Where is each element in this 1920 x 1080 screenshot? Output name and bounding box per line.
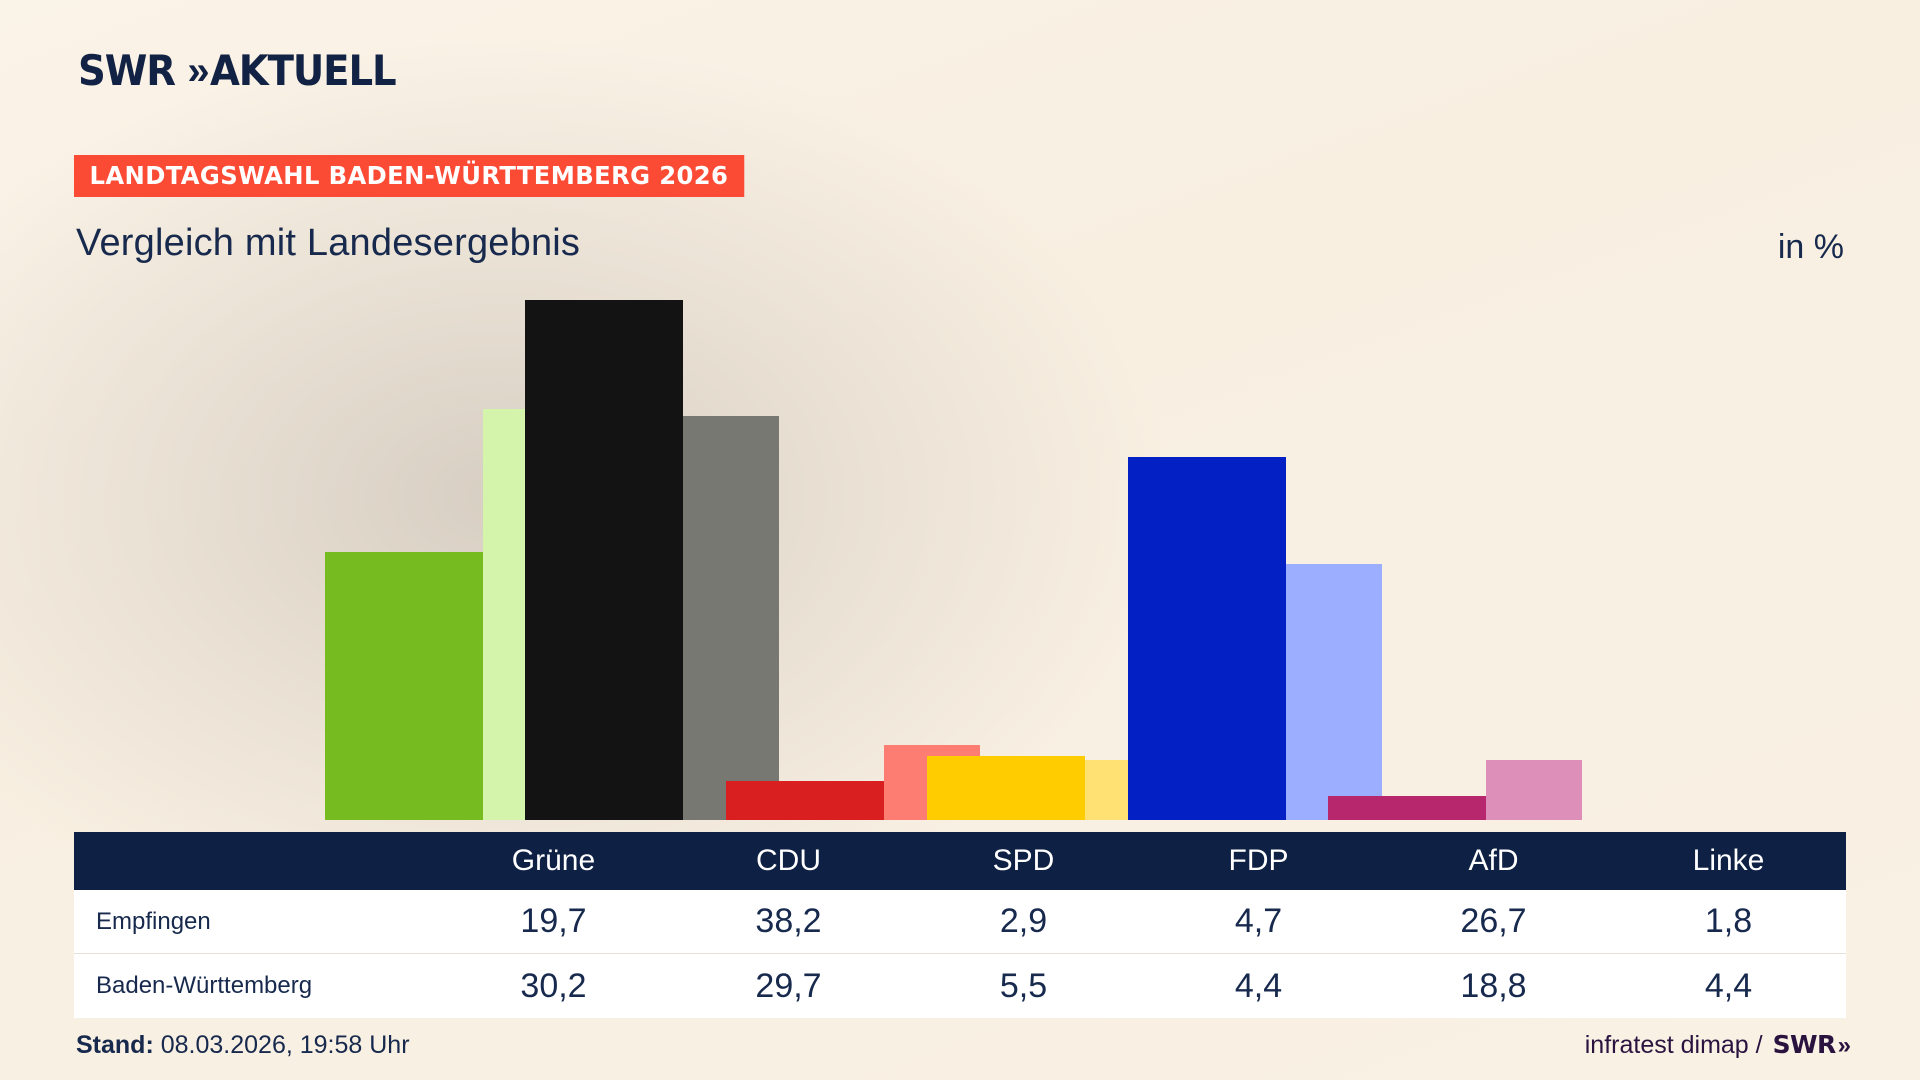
cell-grüne: 19,7 [520, 902, 587, 940]
cell-cdu: 29,7 [755, 966, 822, 1005]
page-title: Vergleich mit Landesergebnis [76, 222, 581, 264]
cell-spd: 2,9 [999, 902, 1048, 940]
source-chevron-icon: » [1837, 1032, 1852, 1059]
timestamp: Stand: 08.03.2026, 19:58 Uhr [76, 1031, 410, 1060]
results-table: Grüne CDU SPD FDP AfD Linke Empfingen 19,7 38,2… [74, 832, 1846, 1018]
column-header-fdp: FDP [1228, 844, 1289, 877]
bar-state-cdu [683, 416, 779, 820]
bar-group [1328, 300, 1582, 820]
bar-local-linke [1328, 795, 1486, 820]
source-credit: infratest dimap / SWR » [1584, 1030, 1852, 1060]
bar-chart [0, 300, 1920, 820]
cell-fdp: 4,4 [1234, 966, 1283, 1005]
bar-group [525, 300, 779, 820]
bar-state-linke [1486, 760, 1582, 820]
bar-local-cdu [525, 300, 683, 820]
source-institute: infratest dimap / [1584, 1031, 1763, 1059]
unit-label: in % [1777, 228, 1844, 266]
column-header-spd: SPD [992, 844, 1055, 877]
bar-local-grüne [325, 552, 483, 820]
election-kicker-banner: LANDTAGSWAHL BADEN-WÜRTTEMBERG 2026 [74, 155, 744, 197]
bar-state-afd [1286, 564, 1382, 820]
logo-chevron-icon: » [187, 49, 209, 93]
bar-group [1128, 300, 1382, 820]
timestamp-value: 08.03.2026, 19:58 Uhr [160, 1030, 410, 1059]
cell-spd: 5,5 [999, 966, 1048, 1005]
logo-swr-text: SWR [78, 46, 176, 95]
cell-grüne: 30,2 [520, 966, 587, 1005]
bar-local-fdp [927, 756, 1085, 820]
table-row: Baden-Württemberg 30,2 29,7 5,5 4,4 18,8 4,4 [74, 954, 1846, 1018]
footer: Stand: 08.03.2026, 19:58 Uhr infratest d… [76, 1030, 1852, 1060]
table-row: Empfingen 19,7 38,2 2,9 4,7 26,7 1,8 [74, 890, 1846, 954]
table-header-row: Grüne CDU SPD FDP AfD Linke [74, 832, 1846, 890]
cell-linke: 4,4 [1704, 966, 1753, 1005]
cell-afd: 26,7 [1460, 902, 1527, 940]
cell-fdp: 4,7 [1234, 902, 1283, 940]
row-label: Empfingen [96, 907, 211, 935]
column-header-cdu: CDU [756, 844, 821, 877]
column-header-afd: AfD [1468, 844, 1519, 877]
bar-local-spd [726, 780, 884, 820]
timestamp-label: Stand: [76, 1030, 154, 1059]
column-header-grüne: Grüne [511, 844, 596, 877]
cell-linke: 1,8 [1704, 902, 1753, 940]
swr-aktuell-logo: SWR » AKTUELL [78, 48, 411, 94]
source-brand: SWR [1772, 1030, 1837, 1059]
cell-cdu: 38,2 [755, 902, 822, 940]
row-label: Baden-Württemberg [96, 972, 313, 999]
logo-aktuell-text: AKTUELL [209, 46, 397, 95]
column-header-linke: Linke [1692, 844, 1765, 877]
bar-local-afd [1128, 456, 1286, 820]
cell-afd: 18,8 [1460, 966, 1527, 1005]
